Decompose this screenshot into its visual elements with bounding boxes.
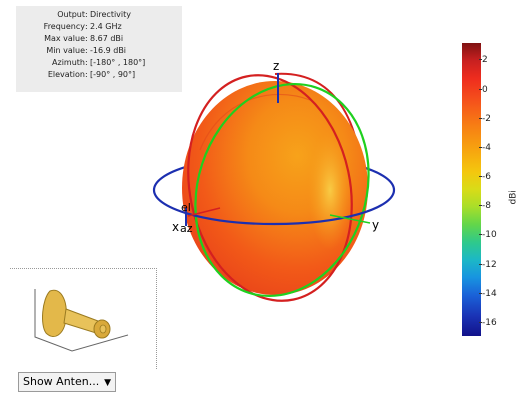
colorbar-tick-label: -12 bbox=[479, 259, 497, 270]
colorbar-tick-label: -6 bbox=[479, 172, 491, 183]
radiation-pattern-plot[interactable]: z y x el az bbox=[140, 40, 410, 330]
colorbar-ticks: 2 0 -2 -4 -6 -8 -10 -12 -14 -16 bbox=[479, 43, 512, 336]
colorbar-unit-label: dBi bbox=[508, 190, 519, 205]
colorbar-tick-label: 2 bbox=[479, 55, 488, 66]
colorbar bbox=[462, 43, 481, 336]
show-antenna-label: Show Anten... bbox=[23, 375, 100, 388]
x-axis-line bbox=[187, 207, 221, 217]
preview-axes bbox=[34, 289, 129, 352]
y-axis-line bbox=[329, 214, 371, 224]
antenna-flare bbox=[42, 289, 67, 337]
info-panel: Output: Directivity Frequency:2.4 GHz Max… bbox=[16, 6, 182, 92]
axis-label-x: x bbox=[172, 220, 179, 234]
axis-label-az: az bbox=[180, 222, 193, 235]
pattern-highlight bbox=[308, 130, 352, 250]
colorbar-tick-label: -2 bbox=[479, 113, 491, 124]
info-row-frequency: Frequency:2.4 GHz bbox=[43, 22, 122, 31]
info-row-min-value: Min value: -16.9 dBi bbox=[46, 46, 127, 55]
azimuth-ring-front bbox=[152, 189, 396, 226]
colorbar-tick-label: -8 bbox=[479, 201, 491, 212]
axis-label-y: y bbox=[372, 218, 379, 232]
colorbar-tick-label: -10 bbox=[479, 230, 497, 241]
colorbar-tick-label: 0 bbox=[479, 84, 488, 95]
horn-antenna-icon bbox=[34, 289, 129, 352]
colorbar-tick-label: -16 bbox=[479, 317, 497, 328]
info-row-azimuth: Azimuth: [-180° , 180°] bbox=[52, 58, 146, 67]
axis-label-el: el bbox=[181, 201, 191, 214]
antenna-feed-hole bbox=[99, 324, 107, 334]
antenna-waveguide bbox=[63, 308, 99, 334]
axis-label-z: z bbox=[273, 59, 279, 73]
info-row-output: Output: Directivity bbox=[57, 10, 132, 19]
chevron-down-icon[interactable]: ▼ bbox=[104, 378, 111, 388]
colorbar-tick-label: -14 bbox=[479, 288, 497, 299]
info-row-max-value: Max value:8.67 dBi bbox=[44, 34, 124, 43]
elevation-ring-green bbox=[194, 82, 370, 298]
colorbar-tick-label: -4 bbox=[479, 142, 491, 153]
info-row-elevation: Elevation: [-90° , 90°] bbox=[47, 70, 136, 79]
antenna-preview bbox=[10, 268, 157, 369]
show-antenna-dropdown[interactable]: Show Anten... ▼ bbox=[18, 372, 116, 392]
elevation-ring-red bbox=[187, 74, 353, 302]
